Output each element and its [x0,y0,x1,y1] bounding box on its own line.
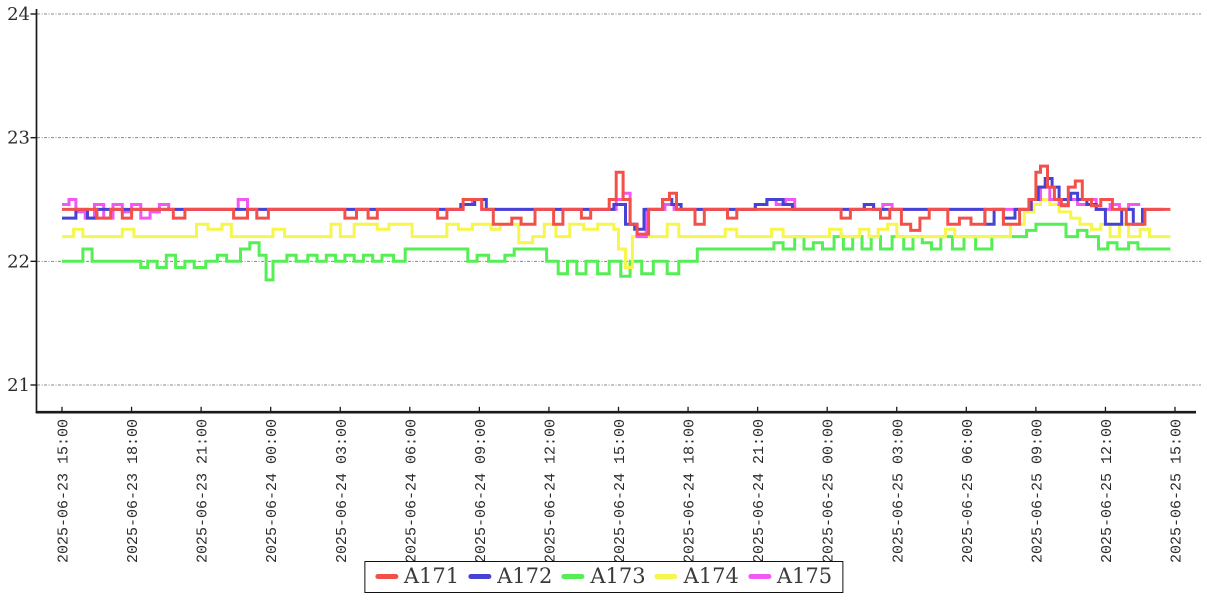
x-axis-tick-label: 2025-06-24 18:00 [682,419,699,563]
y-axis-tick-label: 22 [7,251,30,272]
x-axis-tick-label: 2025-06-23 15:00 [56,419,73,563]
x-axis-tick-label: 2025-06-23 18:00 [125,419,142,563]
x-axis-tick-label: 2025-06-24 12:00 [542,419,559,563]
x-axis-tick-label: 2025-06-24 06:00 [403,419,420,563]
legend-label: A172 [497,564,553,588]
legend-label: A171 [403,564,460,588]
series-line-a174 [62,198,1171,269]
legend-swatch-a175 [747,574,771,579]
legend-item-a172: A172 [468,564,552,589]
x-axis-tick-label: 2025-06-25 06:00 [960,419,977,563]
x-axis-tick-label: 2025-06-24 15:00 [612,419,629,563]
legend-swatch-a172 [468,574,492,579]
x-axis-tick-label: 2025-06-25 03:00 [890,419,907,563]
series-line-a171 [62,164,1171,236]
legend-item-a174: A174 [654,564,739,589]
x-axis-tick-label: 2025-06-25 09:00 [1029,419,1046,563]
legend-label: A174 [683,564,739,588]
y-axis-tick-label: 24 [7,4,30,25]
y-axis-tick-label: 21 [7,375,30,396]
legend-swatch-a174 [654,574,678,579]
x-axis-tick-label: 2025-06-24 03:00 [334,419,351,563]
legend-label: A175 [776,564,833,588]
x-axis-tick-label: 2025-06-23 21:00 [195,419,212,563]
legend-swatch-a171 [374,574,398,579]
series-line-a172 [62,177,1164,231]
series-line-a175 [62,185,1141,239]
legend-item-a171: A171 [374,564,460,589]
x-axis-tick-label: 2025-06-25 12:00 [1099,419,1116,563]
x-axis-tick-label: 2025-06-25 00:00 [821,419,838,563]
y-axis-tick-label: 23 [7,128,30,149]
legend-label: A173 [590,564,646,588]
legend: A171 A172 A173 A174 A175 [363,561,844,594]
x-axis-tick-label: 2025-06-24 21:00 [751,419,768,563]
legend-item-a173: A173 [561,564,646,589]
x-axis-tick-label: 2025-06-24 00:00 [264,419,281,563]
legend-swatch-a173 [561,574,585,579]
series-line-a173 [62,222,1171,282]
legend-item-a175: A175 [747,564,833,589]
x-axis-tick-label: 2025-06-25 15:00 [1169,419,1186,563]
x-axis-tick-label: 2025-06-24 09:00 [473,419,490,563]
